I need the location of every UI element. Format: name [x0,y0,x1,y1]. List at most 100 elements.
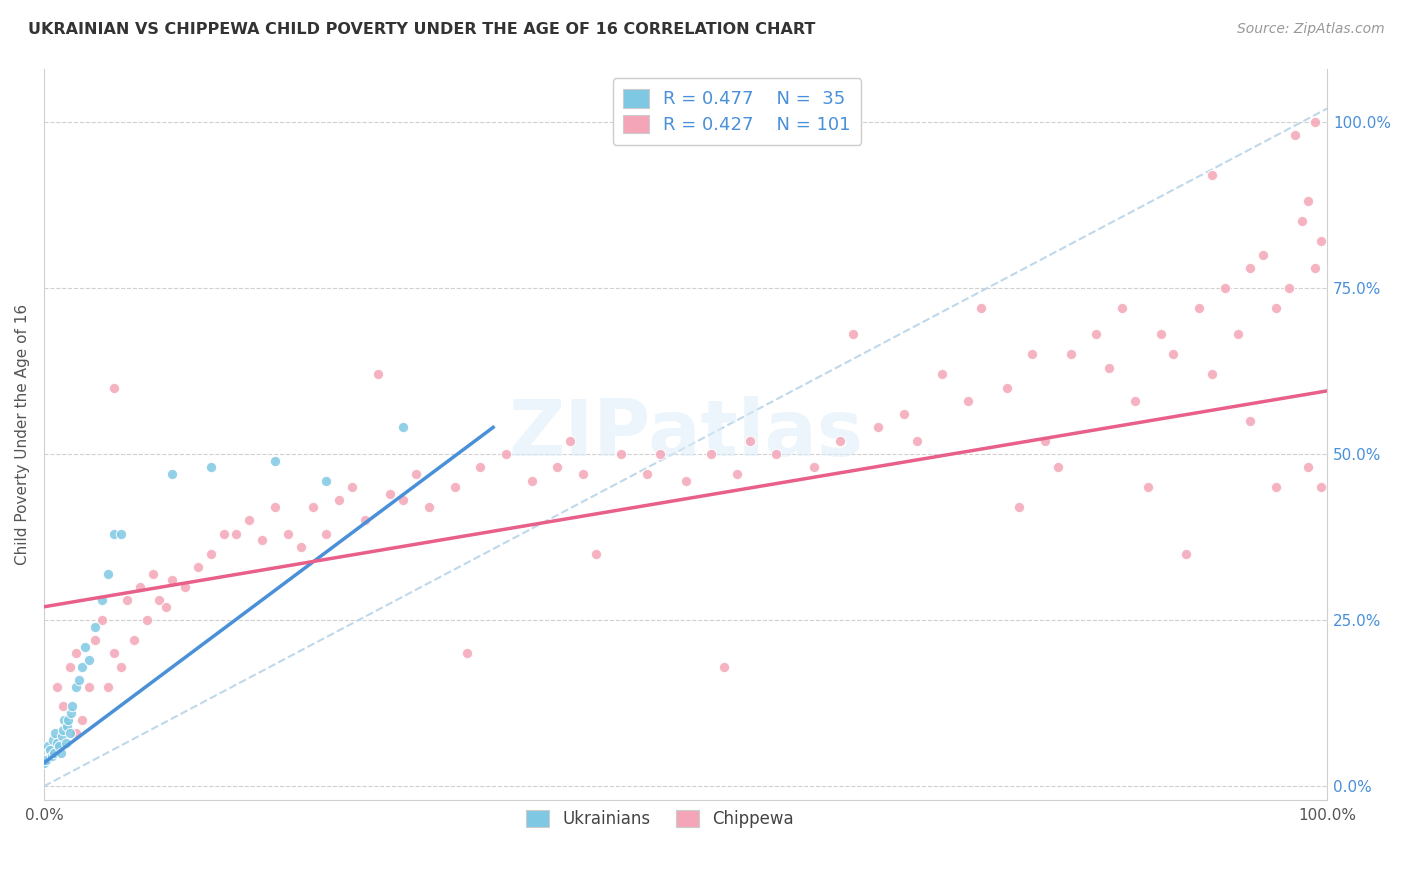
Ukrainians [162,467,184,481]
Chippewa [1291,214,1313,228]
Chippewa [546,460,568,475]
Ukrainians [60,699,83,714]
Chippewa [1296,194,1319,209]
Ukrainians [72,659,94,673]
Chippewa [1303,260,1326,275]
Chippewa [1111,301,1133,315]
Text: ZIPatlas: ZIPatlas [508,396,863,472]
Ukrainians [65,680,87,694]
Chippewa [868,420,890,434]
Chippewa [1098,360,1121,375]
Chippewa [418,500,440,515]
Chippewa [1265,480,1288,494]
Chippewa [1123,393,1146,408]
Chippewa [905,434,928,448]
Chippewa [148,593,170,607]
Chippewa [957,393,980,408]
Chippewa [1310,235,1333,249]
Ukrainians [58,713,80,727]
Ukrainians [37,739,59,754]
Chippewa [1284,128,1306,142]
Chippewa [765,447,787,461]
Chippewa [675,474,697,488]
Ukrainians [56,719,79,733]
Ukrainians [55,736,77,750]
Chippewa [495,447,517,461]
Chippewa [129,580,152,594]
Chippewa [250,533,273,548]
Chippewa [97,680,120,694]
Chippewa [1060,347,1083,361]
Chippewa [103,380,125,394]
Chippewa [277,526,299,541]
Ukrainians [315,474,337,488]
Chippewa [1149,327,1171,342]
Chippewa [117,593,139,607]
Chippewa [200,547,222,561]
Ukrainians [44,746,66,760]
Chippewa [1296,460,1319,475]
Chippewa [648,447,671,461]
Ukrainians [110,526,132,541]
Ukrainians [58,726,80,740]
Ukrainians [200,460,222,475]
Chippewa [392,493,415,508]
Ukrainians [49,746,72,760]
Chippewa [90,613,112,627]
Chippewa [1085,327,1108,342]
Ukrainians [42,732,65,747]
Chippewa [1239,260,1261,275]
Chippewa [713,659,735,673]
Chippewa [52,699,75,714]
Chippewa [77,680,100,694]
Chippewa [931,368,953,382]
Chippewa [187,560,209,574]
Chippewa [367,368,389,382]
Chippewa [225,526,247,541]
Chippewa [443,480,465,494]
Ukrainians [392,420,415,434]
Chippewa [58,659,80,673]
Chippewa [995,380,1018,394]
Chippewa [1201,368,1223,382]
Chippewa [1008,500,1031,515]
Chippewa [315,526,337,541]
Chippewa [238,513,260,527]
Chippewa [470,460,492,475]
Chippewa [353,513,375,527]
Chippewa [585,547,607,561]
Ukrainians [84,620,107,634]
Ukrainians [73,640,96,654]
Ukrainians [48,739,70,754]
Text: Source: ZipAtlas.com: Source: ZipAtlas.com [1237,22,1385,37]
Chippewa [302,500,325,515]
Ukrainians [52,723,75,737]
Chippewa [520,474,543,488]
Chippewa [828,434,851,448]
Chippewa [135,613,157,627]
Chippewa [405,467,427,481]
Chippewa [155,599,177,614]
Ukrainians [41,749,63,764]
Chippewa [1265,301,1288,315]
Chippewa [122,633,145,648]
Chippewa [572,467,595,481]
Chippewa [1213,281,1236,295]
Chippewa [1239,414,1261,428]
Ukrainians [77,653,100,667]
Chippewa [893,407,915,421]
Chippewa [1033,434,1056,448]
Chippewa [380,487,402,501]
Ukrainians [67,673,90,687]
Chippewa [1046,460,1069,475]
Legend: Ukrainians, Chippewa: Ukrainians, Chippewa [519,804,800,835]
Chippewa [84,633,107,648]
Chippewa [65,726,87,740]
Chippewa [1303,114,1326,128]
Chippewa [841,327,863,342]
Ukrainians [90,593,112,607]
Chippewa [65,646,87,660]
Chippewa [162,573,184,587]
Chippewa [560,434,582,448]
Ukrainians [32,756,55,770]
